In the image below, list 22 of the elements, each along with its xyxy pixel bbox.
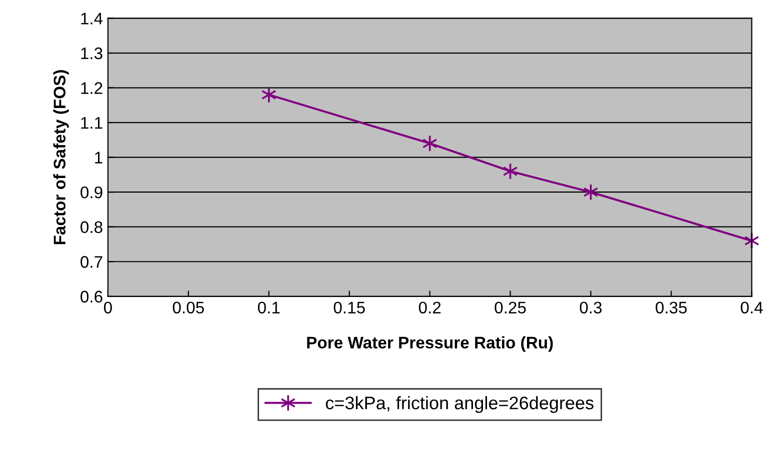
point (261, 86, 276, 104)
x-axis-title: Pore Water Pressure Ratio (Ru) (307, 336, 553, 352)
y-tick-label: 1.2 (81, 82, 102, 94)
x-tick-label: 0.15 (334, 302, 365, 314)
x-tick-label: 0.25 (494, 302, 526, 314)
y-tick-label: 1.1 (81, 117, 102, 129)
y-tick-label: 1.4 (81, 12, 103, 24)
y-tick-label: 1.3 (81, 47, 102, 60)
legend-label: c=3kPa, friction angle=26degrees (326, 396, 594, 413)
x-tick-label: 0.05 (172, 302, 204, 314)
y-tick-label: 0.9 (80, 186, 102, 198)
x-tick-label: 0.4 (740, 302, 763, 314)
y-tick-label: 0.7 (80, 256, 102, 268)
x-tick-label: 0 (104, 302, 112, 314)
x-tick-label: 0.1 (258, 302, 280, 314)
y-tick-label: 1 (95, 152, 102, 164)
y-tick-label: 0.6 (80, 290, 102, 303)
x-tick-label: 0.2 (418, 302, 441, 314)
x-tick-label: 0.3 (580, 302, 602, 314)
y-tick-label: 0.8 (80, 221, 102, 234)
x-tick-label: 0.35 (656, 302, 687, 314)
y-axis-title: Factor of Safety (FOS) (53, 70, 69, 244)
